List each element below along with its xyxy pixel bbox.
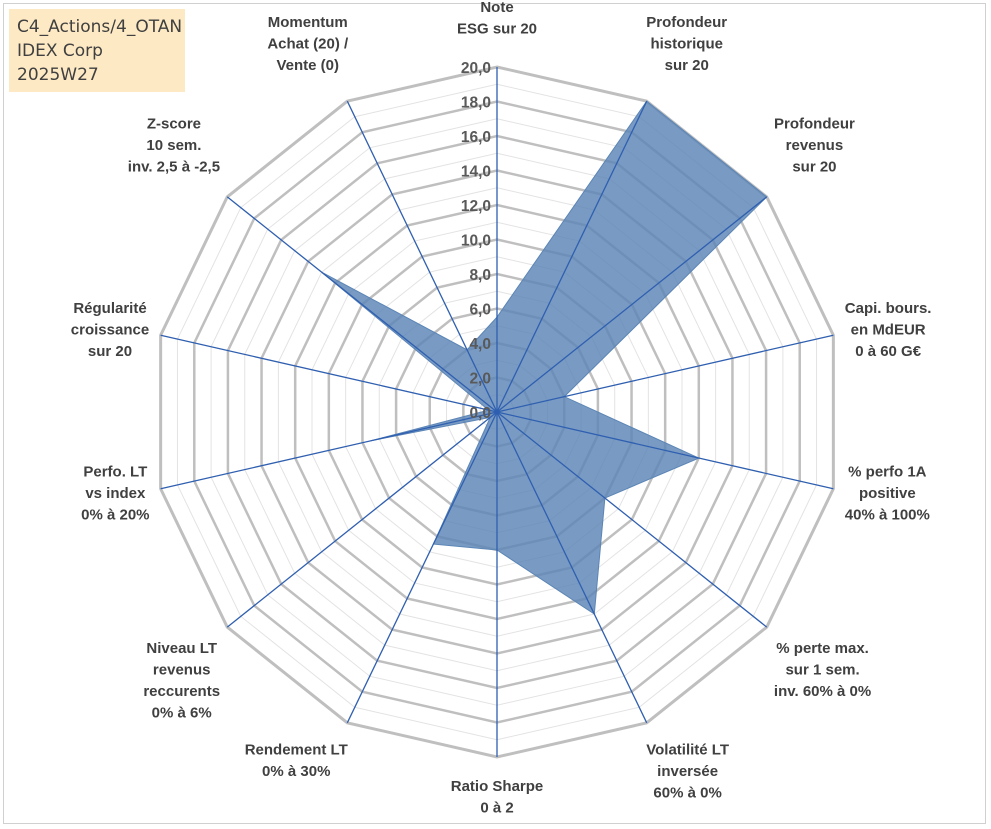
axis-label: Z-score 10 sem. inv. 2,5 à -2,5 bbox=[128, 116, 220, 176]
axis-label-line: sur 20 bbox=[88, 343, 132, 360]
axis-label-line: inversée bbox=[657, 763, 718, 780]
tick-label: 18,0 bbox=[461, 95, 491, 112]
axis-spoke bbox=[496, 334, 834, 413]
axis-label: Perfo. LT vs index 0% à 20% bbox=[81, 463, 149, 523]
axis-label: % perte max. sur 1 sem. inv. 60% à 0% bbox=[774, 640, 871, 700]
axis-label-line: 60% à 0% bbox=[653, 785, 721, 802]
axis-label-line: 40% à 100% bbox=[845, 506, 930, 523]
axis-spoke bbox=[226, 196, 498, 413]
axis-spoke bbox=[496, 100, 648, 413]
axis-label-line: % perfo 1A bbox=[848, 463, 927, 480]
axis-label-line: 0% à 6% bbox=[152, 704, 212, 721]
axis-label-line: 0 à 60 G€ bbox=[855, 343, 922, 360]
axis-label: Ratio Sharpe 0 à 2 bbox=[451, 778, 544, 817]
axis-label-line: Rendement LT bbox=[245, 742, 348, 759]
axis-label: Capi. bours. en MdEUR 0 à 60 G€ bbox=[845, 300, 932, 360]
axis-label-line: inv. 2,5 à -2,5 bbox=[128, 159, 220, 176]
axis-spoke bbox=[226, 411, 498, 628]
axis-spoke bbox=[160, 334, 498, 413]
axis-label-line: vs index bbox=[85, 485, 146, 502]
axis-spoke bbox=[496, 411, 768, 628]
axis-label-line: 0% à 30% bbox=[262, 763, 330, 780]
axis-label-line: Régularité bbox=[73, 300, 146, 317]
axis-spoke bbox=[496, 411, 834, 490]
axis-spoke bbox=[346, 411, 498, 724]
axis-label-line: Volatilité LT bbox=[646, 742, 729, 759]
axis-label-line: ESG sur 20 bbox=[457, 21, 537, 38]
axis-label-line: Note bbox=[480, 0, 513, 16]
axis-spoke bbox=[160, 411, 498, 490]
axis-label-line: Momentum bbox=[268, 14, 348, 31]
axis-label-line: revenus bbox=[786, 137, 844, 154]
tick-label: 20,0 bbox=[461, 60, 491, 77]
tick-label: 10,0 bbox=[461, 233, 491, 250]
axis-label-line: historique bbox=[650, 35, 723, 52]
info-line-company: IDEX Corp bbox=[17, 41, 103, 61]
axis-label-line: Vente (0) bbox=[276, 57, 339, 74]
axis-label-line: 0 à 2 bbox=[480, 800, 513, 817]
axis-label-line: sur 20 bbox=[665, 57, 709, 74]
axis-label-line: croissance bbox=[71, 322, 149, 339]
info-line-week: 2025W27 bbox=[17, 65, 99, 85]
axis-label-line: Niveau LT bbox=[146, 640, 217, 657]
tick-label: 8,0 bbox=[469, 267, 491, 284]
axis-label-line: en MdEUR bbox=[851, 322, 926, 339]
axis-label-line: Z-score bbox=[147, 116, 201, 133]
axis-spoke bbox=[346, 100, 498, 413]
info-line-category: C4_Actions/4_OTAN bbox=[17, 17, 183, 37]
axis-label: Profondeur historique sur 20 bbox=[646, 14, 727, 74]
axis-label: Rendement LT 0% à 30% bbox=[245, 742, 348, 781]
axis-label-line: Ratio Sharpe bbox=[451, 778, 544, 795]
axis-label-line: Achat (20) / bbox=[267, 35, 349, 52]
axis-label-line: revenus bbox=[153, 661, 211, 678]
axis-label-line: 0% à 20% bbox=[81, 506, 149, 523]
axis-spoke bbox=[496, 411, 648, 724]
axis-label-line: positive bbox=[859, 485, 916, 502]
axis-label-line: inv. 60% à 0% bbox=[774, 683, 871, 700]
axis-label: Momentum Achat (20) / Vente (0) bbox=[267, 14, 349, 74]
axis-label-line: sur 1 sem. bbox=[785, 661, 859, 678]
axis-label-line: sur 20 bbox=[792, 159, 836, 176]
axis-label-line: 10 sem. bbox=[146, 137, 201, 154]
axis-label-line: Profondeur bbox=[774, 116, 855, 133]
axis-label-line: Profondeur bbox=[646, 14, 727, 31]
tick-label: 2,0 bbox=[469, 371, 491, 388]
axis-label: Volatilité LT inversée 60% à 0% bbox=[646, 742, 729, 802]
axis-label: % perfo 1A positive 40% à 100% bbox=[845, 463, 930, 523]
tick-label: 0,0 bbox=[469, 405, 491, 422]
axis-label: Niveau LT revenus reccurents 0% à 6% bbox=[143, 640, 220, 722]
axis-label: Régularité croissance sur 20 bbox=[71, 300, 149, 360]
tick-label: 4,0 bbox=[469, 336, 491, 353]
tick-label: 14,0 bbox=[461, 164, 491, 181]
info-box: C4_Actions/4_OTAN IDEX Corp 2025W27 bbox=[9, 9, 185, 92]
axis-label: Profondeur revenus sur 20 bbox=[774, 116, 855, 176]
axis-spoke bbox=[496, 196, 768, 413]
axis-label: Note ESG sur 20 bbox=[457, 0, 537, 38]
tick-label: 6,0 bbox=[469, 302, 491, 319]
tick-label: 12,0 bbox=[461, 198, 491, 215]
axis-label-line: % perte max. bbox=[776, 640, 869, 657]
tick-label: 16,0 bbox=[461, 129, 491, 146]
axis-label-line: Capi. bours. bbox=[845, 300, 932, 317]
axis-label-line: Perfo. LT bbox=[83, 463, 147, 480]
axis-label-line: reccurents bbox=[143, 683, 220, 700]
